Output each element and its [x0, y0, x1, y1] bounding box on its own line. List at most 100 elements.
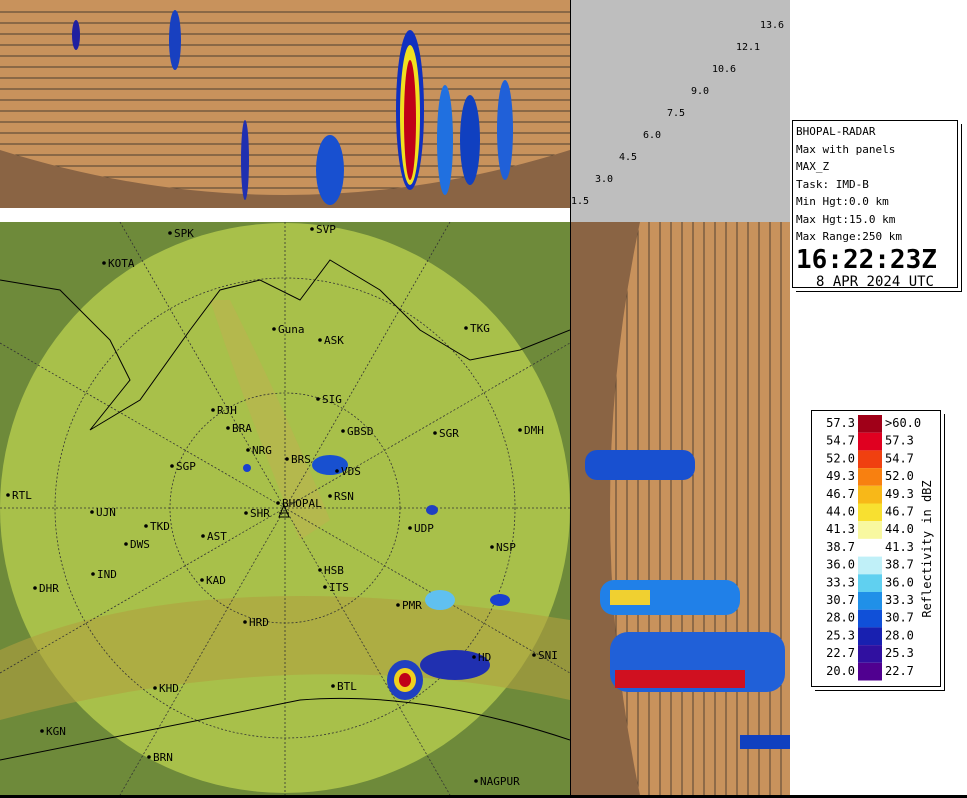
place-label: SNI — [538, 649, 558, 662]
place-dot — [40, 729, 44, 733]
place-label: HRD — [249, 616, 269, 629]
legend-low: 20.0 — [826, 664, 855, 678]
color-swatch — [858, 609, 882, 628]
height-label: 3.0 — [595, 174, 613, 185]
info-line: Max Range:250 km — [796, 230, 902, 243]
color-swatch — [858, 521, 882, 539]
legend-low: 30.7 — [826, 593, 855, 607]
height-label: 6.0 — [643, 130, 661, 141]
place-label: DMH — [524, 424, 544, 437]
place-label: AST — [207, 530, 227, 543]
legend-high: 46.7 — [885, 505, 914, 519]
color-swatch — [858, 574, 882, 592]
place-dot — [33, 586, 37, 590]
legend-high: 57.3 — [885, 434, 914, 448]
height-label: 1.5 — [571, 196, 589, 207]
legend-low: 25.3 — [826, 628, 855, 642]
place-label: RTL — [12, 489, 32, 502]
place-label: IND — [97, 568, 117, 581]
legend: Reflectivity in dBZ 57.3 >60.0 54.7 57.3 52.… — [811, 410, 941, 687]
ew-section — [571, 222, 790, 795]
place-dot — [474, 779, 478, 783]
color-swatch — [858, 538, 882, 557]
place-dot — [408, 526, 412, 530]
place-label: NRG — [252, 444, 272, 457]
info-line: Min Hgt:0.0 km — [796, 195, 889, 208]
place-dot — [124, 542, 128, 546]
color-swatch — [858, 415, 882, 433]
legend-high: 30.7 — [885, 611, 914, 625]
legend-high: 28.0 — [885, 628, 914, 642]
place-label: PMR — [402, 599, 422, 612]
place-label: KAD — [206, 574, 226, 587]
place-label: BRS — [291, 453, 311, 466]
info-box: BHOPAL-RADAR Max with panels MAX_Z Task: IM… — [792, 120, 958, 290]
color-swatch — [858, 592, 882, 610]
place-dot — [170, 464, 174, 468]
color-swatch — [858, 662, 882, 681]
time: 16:22:23Z — [796, 244, 937, 275]
height-label: 7.5 — [667, 108, 685, 119]
place-dot — [318, 568, 322, 572]
legend-high: 22.7 — [885, 664, 914, 678]
legend-low: 54.7 — [826, 434, 855, 448]
place-dot — [276, 501, 280, 505]
place-dot — [490, 545, 494, 549]
legend-high: 52.0 — [885, 469, 914, 483]
place-dot — [147, 755, 151, 759]
legend-low: 46.7 — [826, 487, 855, 501]
place-dot — [243, 620, 247, 624]
place-dot — [323, 585, 327, 589]
place-label: ITS — [329, 581, 349, 594]
place-dot — [201, 534, 205, 538]
place-label: UJN — [96, 506, 116, 519]
legend-high: 41.3 — [885, 540, 914, 554]
place-label: SIG — [322, 393, 342, 406]
place-dot — [211, 408, 215, 412]
place-dot — [246, 448, 250, 452]
legend-high: >60.0 — [885, 416, 921, 430]
legend-high: 33.3 — [885, 593, 914, 607]
place-dot — [244, 511, 248, 515]
place-label: BRA — [232, 422, 252, 435]
legend-low: 28.0 — [826, 611, 855, 625]
place-label: GBSD — [347, 425, 374, 438]
place-label: SHR — [250, 507, 270, 520]
place-label: KGN — [46, 725, 66, 738]
legend-low: 52.0 — [826, 451, 855, 465]
place-label: SGR — [439, 427, 459, 440]
place-label: SGP — [176, 460, 196, 473]
height-label: 10.6 — [712, 64, 736, 75]
place-dot — [144, 524, 148, 528]
place-label: SPK — [174, 227, 194, 240]
color-swatch — [858, 468, 882, 486]
legend-low: 57.3 — [826, 416, 855, 430]
place-label: BRN — [153, 751, 173, 764]
place-dot — [310, 227, 314, 231]
place-label: BHOPAL — [282, 497, 322, 510]
legend-low: 41.3 — [826, 522, 855, 536]
place-dot — [168, 231, 172, 235]
place-label: VDS — [341, 465, 361, 478]
place-dot — [396, 603, 400, 607]
color-swatch — [858, 556, 882, 575]
place-dot — [518, 428, 522, 432]
place-dot — [328, 494, 332, 498]
place-label: HD — [478, 651, 491, 664]
place-dot — [331, 684, 335, 688]
place-label: TKD — [150, 520, 170, 533]
color-swatch — [858, 485, 882, 504]
place-label: DHR — [39, 582, 59, 595]
place-label: UDP — [414, 522, 434, 535]
place-dot — [6, 493, 10, 497]
height-label: 13.6 — [760, 20, 784, 31]
legend-low: 38.7 — [826, 540, 855, 554]
place-dot — [433, 431, 437, 435]
height-label: 12.1 — [736, 42, 760, 53]
legend-high: 38.7 — [885, 558, 914, 572]
place-dot — [335, 469, 339, 473]
color-swatch — [858, 432, 882, 451]
height-scale-panel — [571, 0, 790, 222]
legend-low: 49.3 — [826, 469, 855, 483]
